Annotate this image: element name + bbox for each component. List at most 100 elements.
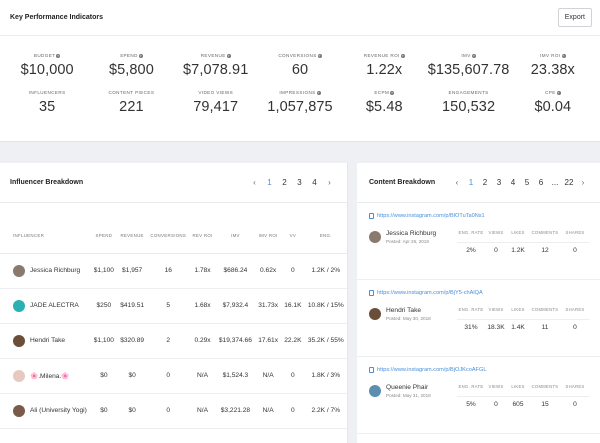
content-page-...: ... bbox=[551, 178, 559, 187]
kpi-label: IMPRESSIONS? bbox=[258, 89, 342, 96]
column-header-imv[interactable]: IMV bbox=[215, 219, 256, 254]
stat-value: 1.2K bbox=[507, 242, 529, 254]
cell-imv-roi: 0.62x bbox=[255, 253, 282, 289]
influencer-cell: 🌸.Milena.🌸 bbox=[0, 358, 91, 394]
info-icon[interactable]: ? bbox=[561, 53, 566, 58]
influencer-name[interactable]: 🌸.Milena.🌸 bbox=[30, 372, 70, 380]
content-page-5[interactable]: 5 bbox=[524, 178, 530, 187]
post-link[interactable]: https://www.instagram.com/p/BjOJKcoAFGL bbox=[369, 367, 600, 373]
kpi-cell: CONVERSIONS? 60 bbox=[258, 52, 342, 78]
column-header-vv[interactable]: VV bbox=[281, 219, 305, 254]
influencer-breakdown-panel: Influencer Breakdown ‹ 1 2 3 4 › INFLUENCER SP… bbox=[0, 163, 348, 443]
cell-imv-roi: 17.61x bbox=[255, 323, 282, 359]
info-icon[interactable]: ? bbox=[390, 90, 395, 95]
content-page-4[interactable]: 4 bbox=[510, 178, 516, 187]
info-icon[interactable]: ? bbox=[316, 90, 321, 95]
influencer-pagination: ‹ 1 2 3 4 › bbox=[247, 178, 337, 187]
cell-imv-roi: 31.73x bbox=[255, 288, 282, 324]
content-post: https://www.instagram.com/p/BjOJKcoAFGL Q… bbox=[357, 357, 600, 434]
export-button[interactable]: Export bbox=[557, 8, 592, 27]
author-name[interactable]: Hendri Take bbox=[386, 307, 422, 314]
influencer-cell: Jessica Richburg bbox=[0, 253, 91, 289]
table-row[interactable]: Jessica Richburg $1,100 $1,957 16 1.78x $686.… bbox=[0, 253, 347, 289]
kpi-cell: BUDGET? $10,000 bbox=[5, 52, 89, 78]
chevron-right-icon[interactable]: › bbox=[328, 178, 331, 187]
content-page-3[interactable]: 3 bbox=[496, 178, 502, 187]
cell-conversions: 16 bbox=[147, 253, 190, 289]
cell-conversions: 2 bbox=[147, 323, 190, 359]
influencer-name-wrap: JADE ALECTRA bbox=[13, 299, 88, 312]
post-link[interactable]: https://www.instagram.com/p/BjY5-chAlQA bbox=[369, 290, 600, 296]
table-row[interactable]: Hendri Take $1,100 $320.89 2 0.29x $19,374.66… bbox=[0, 323, 347, 359]
post-date: Posted: May 30, 2018 bbox=[386, 316, 431, 321]
influencer-page-4[interactable]: 4 bbox=[312, 178, 317, 187]
post-url[interactable]: https://www.instagram.com/p/BjY5-chAlQA bbox=[377, 290, 483, 296]
stat-value: 0 bbox=[561, 396, 589, 408]
post-link[interactable]: https://www.instagram.com/p/BlOTuTa0Ns1 bbox=[369, 213, 600, 219]
author-info: Jessica Richburg Posted: Apr 26, 2018 bbox=[386, 230, 436, 244]
kpi-label: BUDGET? bbox=[5, 52, 89, 59]
kpi-label-text: SPEND bbox=[120, 53, 138, 58]
kpi-label: INFLUENCERS bbox=[5, 89, 89, 96]
stat-label: ENG. RATE bbox=[458, 384, 484, 389]
column-header-revenue[interactable]: REVENUE bbox=[117, 219, 148, 254]
kpi-label-text: IMV ROI bbox=[540, 53, 561, 58]
stat-label: VIEWS bbox=[488, 307, 504, 312]
stat-label: COMMENTS bbox=[531, 384, 559, 389]
influencer-table-body: Jessica Richburg $1,100 $1,957 16 1.78x $686.… bbox=[0, 253, 347, 429]
avatar[interactable] bbox=[369, 385, 381, 397]
avatar[interactable] bbox=[369, 231, 381, 243]
content-page-6[interactable]: 6 bbox=[538, 178, 544, 187]
info-icon[interactable]: ? bbox=[400, 53, 405, 58]
column-header-influencer[interactable]: INFLUENCER bbox=[0, 219, 91, 254]
stat-label: LIKES bbox=[511, 384, 525, 389]
stat-label: LIKES bbox=[511, 307, 525, 312]
author-name[interactable]: Queenie Phair bbox=[386, 384, 429, 391]
stat-label: VIEWS bbox=[488, 230, 504, 235]
chevron-left-icon[interactable]: ‹ bbox=[455, 178, 459, 187]
table-row[interactable]: 🌸.Milena.🌸 $0 $0 0 N/A $1,524.3 N/A 0 1.8K / 3% bbox=[0, 358, 347, 394]
avatar[interactable] bbox=[13, 334, 25, 347]
column-header-conversions[interactable]: CONVERSIONS bbox=[147, 219, 190, 254]
influencer-name[interactable]: JADE ALECTRA bbox=[30, 302, 79, 309]
column-header-imv-roi[interactable]: IMV ROI bbox=[255, 219, 282, 254]
avatar[interactable] bbox=[13, 404, 25, 417]
avatar[interactable] bbox=[13, 369, 25, 382]
column-header-eng-[interactable]: ENG. bbox=[304, 219, 347, 254]
avatar[interactable] bbox=[13, 264, 25, 277]
info-icon[interactable]: ? bbox=[138, 53, 143, 58]
info-icon[interactable]: ? bbox=[471, 53, 476, 58]
table-row[interactable]: JADE ALECTRA $250 $419.51 5 1.68x $7,932.4 31.… bbox=[0, 288, 347, 324]
info-icon[interactable]: ? bbox=[226, 53, 231, 58]
influencer-name[interactable]: Hendri Take bbox=[30, 337, 66, 344]
influencer-name[interactable]: Ali (University Yogi) bbox=[30, 407, 87, 414]
post-url[interactable]: https://www.instagram.com/p/BlOTuTa0Ns1 bbox=[377, 213, 485, 219]
avatar[interactable] bbox=[369, 308, 381, 320]
influencer-breakdown-header: Influencer Breakdown ‹ 1 2 3 4 › bbox=[0, 163, 347, 203]
cell-vv: 0 bbox=[281, 393, 305, 429]
influencer-page-2[interactable]: 2 bbox=[282, 178, 287, 187]
influencer-name[interactable]: Jessica Richburg bbox=[30, 267, 81, 274]
kpi-label: VIDEO VIEWS bbox=[174, 89, 258, 96]
content-page-22[interactable]: 22 bbox=[564, 178, 574, 187]
chevron-right-icon[interactable]: › bbox=[581, 178, 585, 187]
influencer-page-1[interactable]: 1 bbox=[267, 178, 272, 187]
table-row[interactable]: Ali (University Yogi) $0 $0 0 N/A $3,221.28 N/… bbox=[0, 393, 347, 429]
avatar[interactable] bbox=[13, 299, 25, 312]
author-name[interactable]: Jessica Richburg bbox=[386, 230, 437, 237]
post-url[interactable]: https://www.instagram.com/p/BjOJKcoAFGL bbox=[377, 367, 487, 373]
influencer-page-3[interactable]: 3 bbox=[297, 178, 302, 187]
influencer-table-header: INFLUENCER SPEND REVENUE CONVERSIONS REV ROI… bbox=[0, 219, 347, 254]
info-icon[interactable]: ? bbox=[56, 53, 61, 58]
chevron-left-icon[interactable]: ‹ bbox=[253, 178, 256, 187]
stat-label: VIEWS bbox=[488, 384, 504, 389]
info-icon[interactable]: ? bbox=[556, 90, 561, 95]
column-header-rev-roi[interactable]: REV ROI bbox=[189, 219, 216, 254]
info-icon[interactable]: ? bbox=[317, 53, 322, 58]
cell-rev-roi: 1.78x bbox=[189, 253, 216, 289]
content-page-1[interactable]: 1 bbox=[468, 178, 474, 187]
column-header-spend[interactable]: SPEND bbox=[90, 219, 118, 254]
kpi-value: $10,000 bbox=[20, 62, 74, 78]
kpi-value: 221 bbox=[119, 99, 144, 115]
content-page-2[interactable]: 2 bbox=[482, 178, 488, 187]
